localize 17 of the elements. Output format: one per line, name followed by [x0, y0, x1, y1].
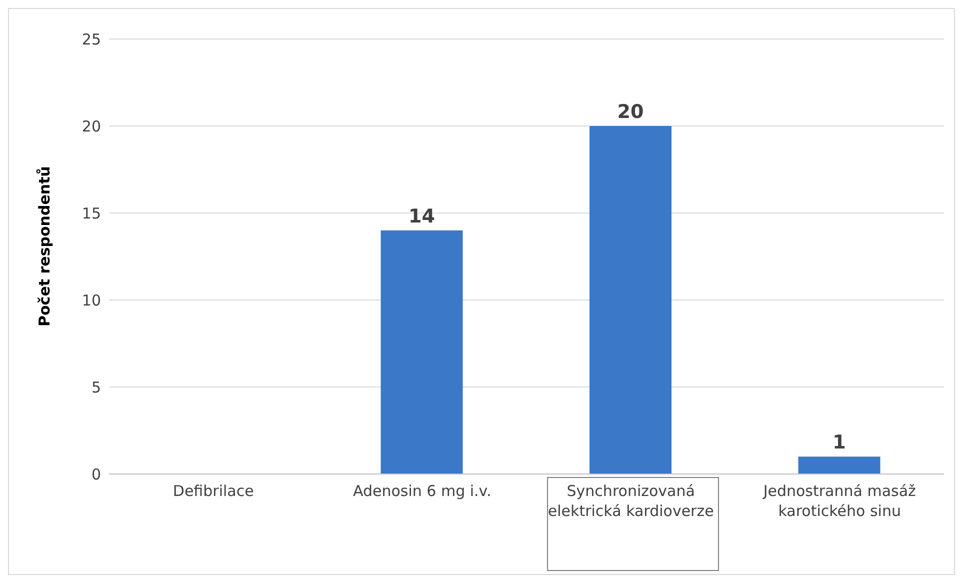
y-tick-label: 25	[82, 30, 101, 48]
data-label: 1	[832, 432, 846, 454]
data-label: 20	[617, 101, 644, 123]
y-tick-label: 15	[82, 204, 101, 222]
bar	[590, 126, 672, 474]
x-tick-label: Defibrilace	[172, 482, 254, 500]
y-axis-title: Počet respondentů	[35, 166, 54, 326]
y-tick-label: 0	[91, 465, 101, 484]
x-tick-label: Adenosin 6 mg i.v.	[352, 482, 492, 500]
x-tick-label: Jednostranná masáž karotického sinu	[762, 482, 916, 520]
data-label: 14	[408, 205, 435, 228]
bar	[798, 456, 880, 474]
y-tick-label: 20	[82, 117, 101, 136]
bar	[380, 230, 463, 474]
y-tick-label: 5	[91, 378, 101, 396]
y-tick-label: 10	[82, 291, 101, 310]
x-tick-label: Synchronizovaná elektrická kardioverze	[548, 482, 714, 520]
